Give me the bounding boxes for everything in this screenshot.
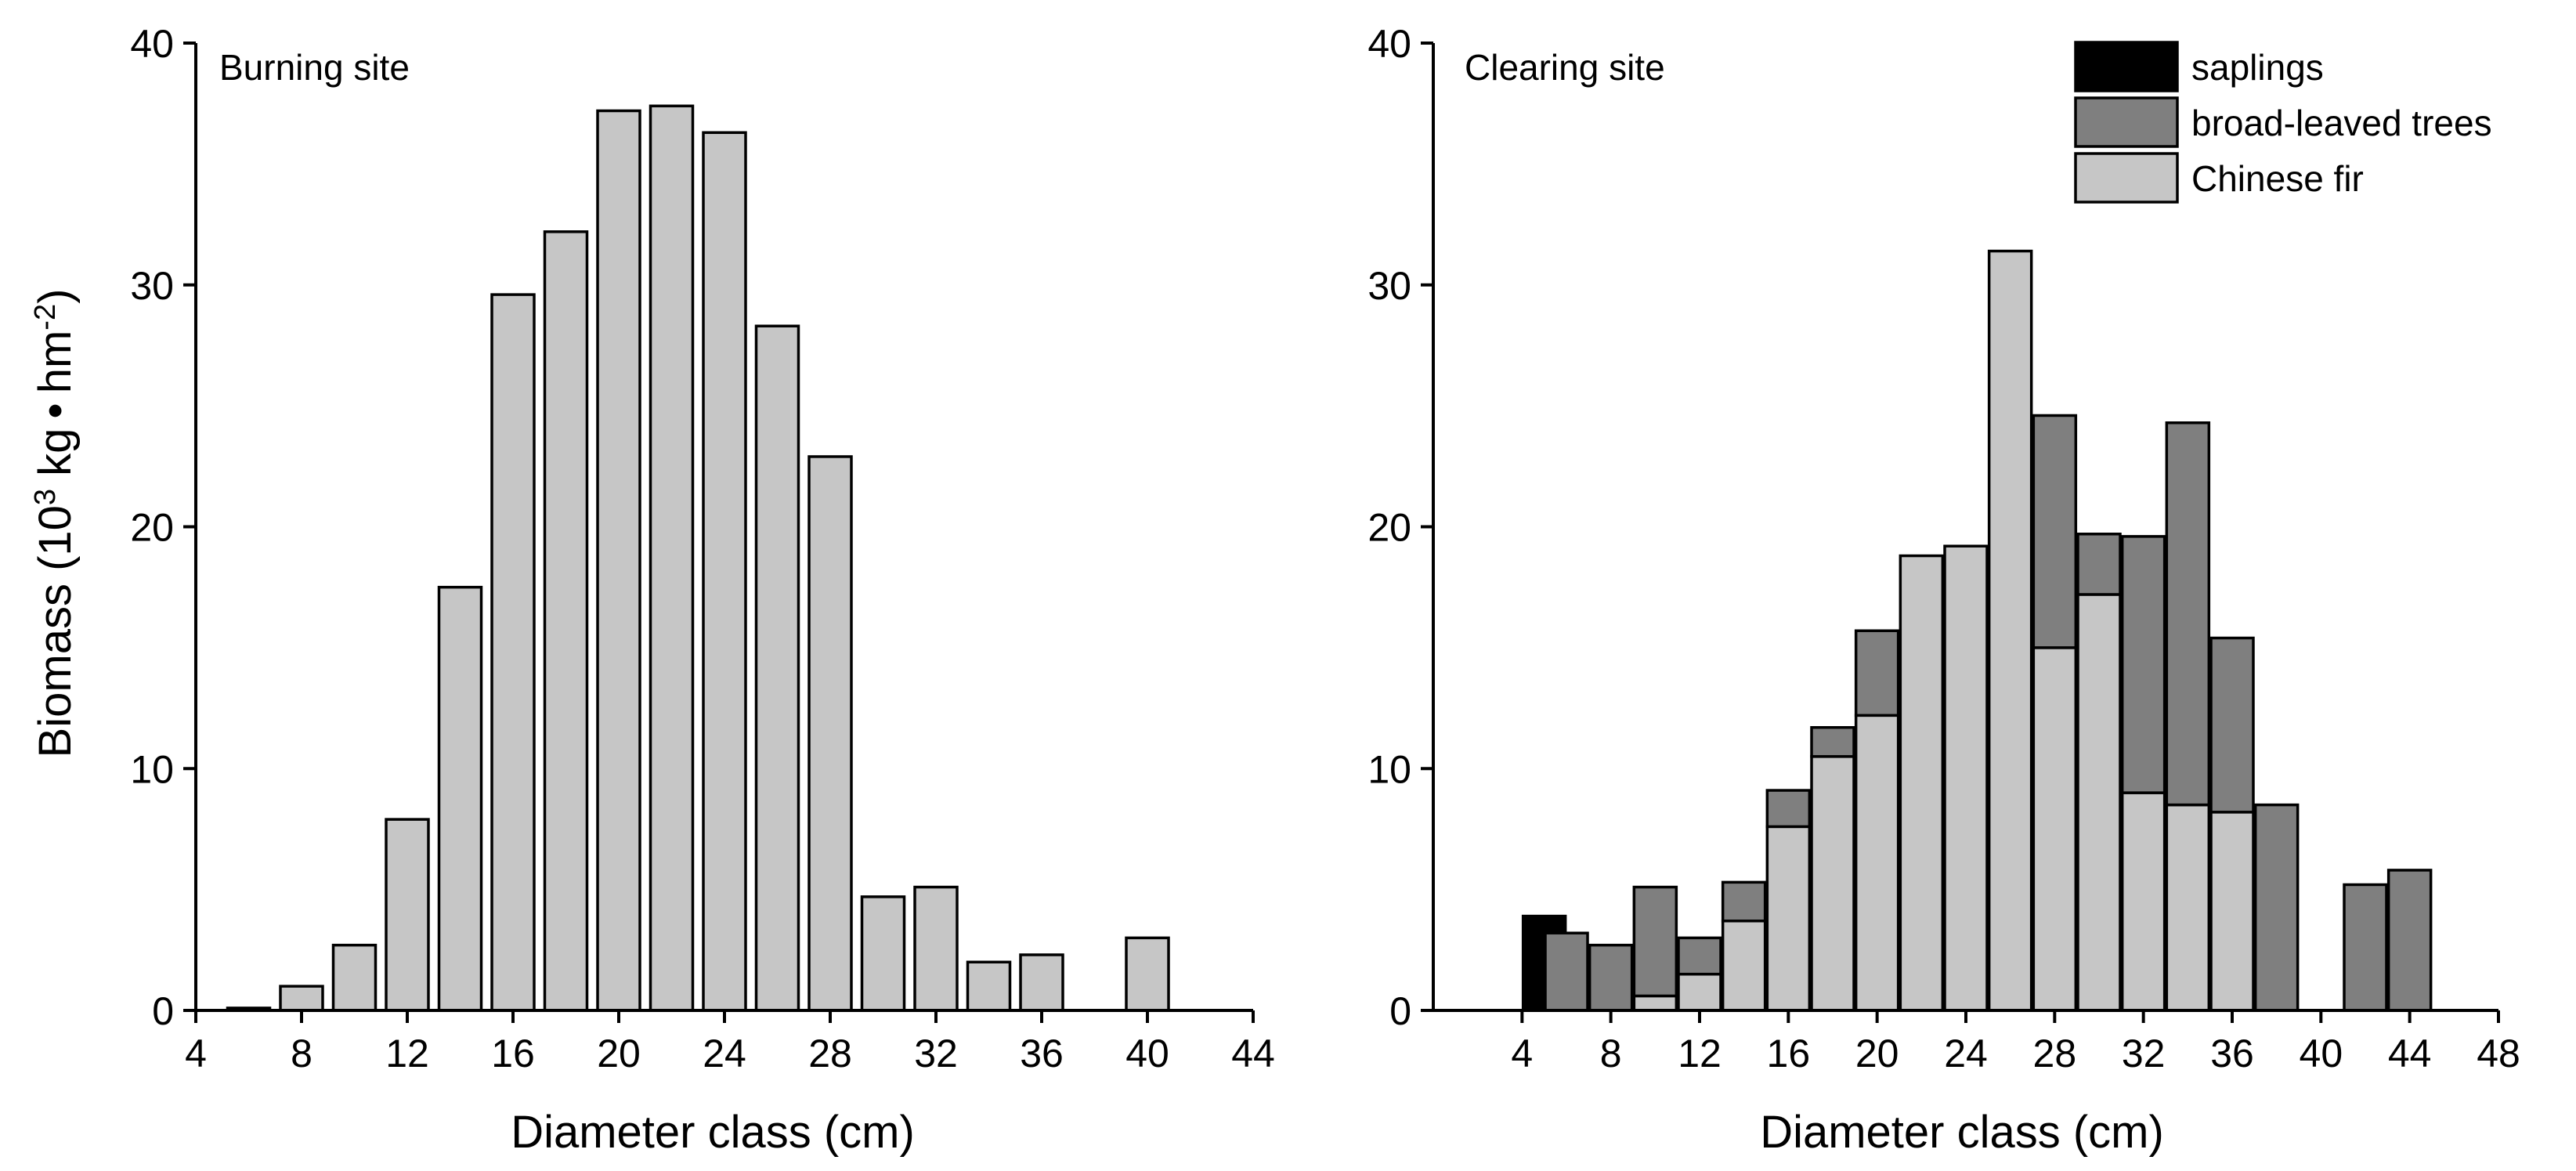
bar-chinese-fir-8 xyxy=(279,985,324,1012)
bar-chinese-fir-14 xyxy=(1721,920,1767,1012)
legend-label-chinese-fir: Chinese fir xyxy=(2191,158,2364,199)
bar-broad-leaved-44 xyxy=(2386,869,2433,1012)
x-tick-label: 20 xyxy=(1855,1032,1899,1075)
bar-chinese-fir-12 xyxy=(1677,972,1722,1012)
bar-broad-leaved-14 xyxy=(1721,880,1767,923)
bar-chinese-fir-24 xyxy=(1943,544,1989,1012)
bar-chinese-fir-20 xyxy=(596,109,641,1012)
bar-chinese-fir-30 xyxy=(2076,593,2122,1012)
bar-broad-leaved-20 xyxy=(1854,629,1900,717)
bar-chinese-fir-22 xyxy=(1899,554,1945,1012)
x-tick-label: 24 xyxy=(1944,1032,1988,1075)
x-tick-label: 8 xyxy=(291,1032,313,1075)
legend-label-saplings: saplings xyxy=(2191,47,2324,88)
bars-group xyxy=(1521,249,2433,1012)
y-tick-label: 10 xyxy=(130,747,174,791)
bar-broad-leaved-12 xyxy=(1677,936,1722,976)
y-tick-label: 30 xyxy=(1367,264,1411,308)
bar-broad-leaved-36 xyxy=(2209,636,2255,814)
bar-broad-leaved-32 xyxy=(2120,535,2166,794)
burning-site-panel: 0 10 20 30 40 4 8 12 16 20 24 28 32 36 40 44 Burning si… xyxy=(130,22,1274,1158)
bar-chinese-fir-28 xyxy=(2032,646,2078,1012)
x-tick-label: 24 xyxy=(703,1032,746,1075)
bar-broad-leaved-34 xyxy=(2165,421,2211,807)
legend-swatch-broad-leaved xyxy=(2074,96,2179,148)
x-tick-label: 28 xyxy=(808,1032,852,1075)
bar-chinese-fir-10 xyxy=(331,943,378,1012)
x-axis-title-right: Diameter class (cm) xyxy=(1760,1107,2164,1158)
y-tick-label: 30 xyxy=(130,264,174,308)
y-tick-label: 40 xyxy=(130,22,174,66)
bar-chinese-fir-10 xyxy=(1632,994,1678,1012)
x-tick-label: 44 xyxy=(1231,1032,1275,1075)
x-tick-label: 12 xyxy=(385,1032,429,1075)
y-axis-title: Biomass (103 kg•hm-2) xyxy=(29,289,81,758)
y-tick-label: 0 xyxy=(1389,989,1411,1033)
x-axis-title-left: Diameter class (cm) xyxy=(511,1107,915,1158)
bar-chinese-fir-32 xyxy=(913,885,959,1012)
legend-swatch-chinese-fir xyxy=(2074,152,2179,204)
x-tick-label: 4 xyxy=(1511,1032,1533,1075)
bar-chinese-fir-40 xyxy=(1125,936,1170,1012)
bar-chinese-fir-28 xyxy=(807,455,853,1012)
bar-chinese-fir-32 xyxy=(2120,791,2166,1012)
bar-chinese-fir-14 xyxy=(437,585,483,1012)
x-tick-label: 44 xyxy=(2388,1032,2432,1075)
y-tick-label: 20 xyxy=(1367,506,1411,550)
bar-broad-leaved-38 xyxy=(2253,803,2300,1012)
bar-chinese-fir-34 xyxy=(966,960,1012,1012)
x-tick-label: 36 xyxy=(1020,1032,1064,1075)
y-tick-label: 10 xyxy=(1367,747,1411,791)
bar-chinese-fir-16 xyxy=(1765,825,1812,1012)
x-tick-label: 12 xyxy=(1678,1032,1722,1075)
bar-chinese-fir-18 xyxy=(1810,755,1855,1012)
x-tick-label: 8 xyxy=(1600,1032,1622,1075)
x-tick-label: 32 xyxy=(2122,1032,2166,1075)
bar-chinese-fir-22 xyxy=(649,104,695,1012)
y-tick-label: 40 xyxy=(1367,22,1411,66)
x-tick-label: 36 xyxy=(2210,1032,2254,1075)
bar-chinese-fir-20 xyxy=(1854,714,1900,1012)
x-tick-label: 28 xyxy=(2033,1032,2077,1075)
x-tick-label: 16 xyxy=(491,1032,535,1075)
x-tick-label: 20 xyxy=(597,1032,641,1075)
bar-broad-leaved-42 xyxy=(2343,883,2388,1012)
bar-chinese-fir-12 xyxy=(385,818,430,1012)
x-tick-label: 4 xyxy=(185,1032,207,1075)
bar-broad-leaved-16 xyxy=(1765,789,1812,829)
axes-group: 0 10 20 30 40 4 8 12 16 20 24 28 32 36 40 44 xyxy=(130,22,1274,1075)
x-tick-label: 40 xyxy=(1125,1032,1169,1075)
panel-label-clearing: Clearing site xyxy=(1465,47,1665,88)
x-tick-label: 40 xyxy=(2300,1032,2343,1075)
bar-broad-leaved-10 xyxy=(1632,885,1678,998)
y-tick-label: 20 xyxy=(130,506,174,550)
x-tick-label: 32 xyxy=(914,1032,958,1075)
legend-label-broad-leaved: broad-leaved trees xyxy=(2191,103,2492,143)
bar-chinese-fir-30 xyxy=(860,895,906,1012)
bar-chinese-fir-24 xyxy=(702,131,747,1012)
y-tick-label: 0 xyxy=(152,989,174,1033)
bar-broad-leaved-8 xyxy=(1588,943,1634,1012)
bar-chinese-fir-26 xyxy=(1987,249,2033,1012)
bar-broad-leaved-28 xyxy=(2032,414,2078,649)
bar-broad-leaved-18 xyxy=(1810,726,1855,758)
bar-chinese-fir-26 xyxy=(754,324,800,1012)
bar-chinese-fir-18 xyxy=(543,230,589,1012)
legend: saplings broad-leaved trees Chinese fir xyxy=(2074,41,2492,204)
panel-label-burning: Burning site xyxy=(219,47,410,88)
bar-chinese-fir-36 xyxy=(1019,953,1064,1012)
bar-chinese-fir-16 xyxy=(490,293,536,1012)
bar-chinese-fir-36 xyxy=(2209,811,2255,1012)
x-tick-label: 16 xyxy=(1767,1032,1811,1075)
bar-broad-leaved-30 xyxy=(2076,533,2122,596)
x-tick-label: 48 xyxy=(2477,1032,2520,1075)
bars-group xyxy=(226,104,1170,1012)
legend-swatch-saplings xyxy=(2074,41,2179,92)
bar-chinese-fir-34 xyxy=(2165,803,2211,1012)
bar-broad-leaved-6 xyxy=(1544,931,1589,1012)
